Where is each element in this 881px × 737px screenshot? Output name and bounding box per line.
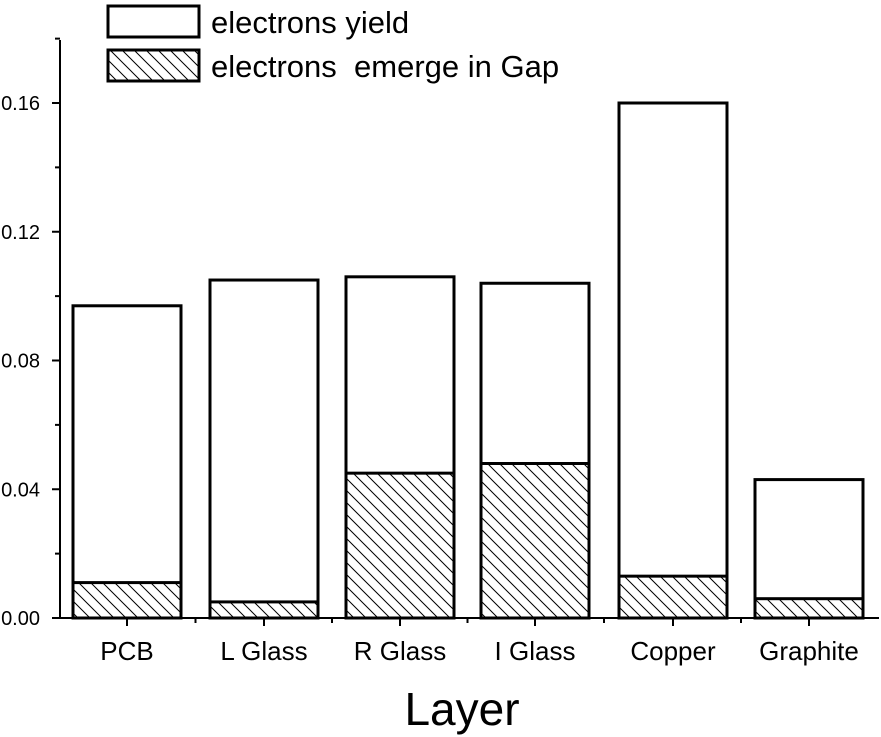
bar-electrons-emerge-graphite (753, 597, 865, 620)
legend-swatch-electrons-emerge (106, 48, 201, 83)
legend-label: electrons emerge in Gap (211, 49, 559, 84)
y-tick-label: 0.00 (1, 608, 40, 630)
y-tick-label: 0.04 (1, 479, 40, 501)
legend-swatch-electrons-yield (106, 4, 201, 39)
x-tick-label: I Glass (495, 636, 576, 666)
x-tick-label: PCB (100, 636, 153, 666)
bar-electrons-emerge-pcb (71, 581, 183, 620)
bar-electrons-yield-l-glass (208, 278, 320, 620)
x-axis-title: Layer (404, 683, 519, 735)
bar-electrons-emerge-r-glass (344, 471, 456, 620)
bar-electrons-emerge-copper (617, 574, 729, 620)
bar-electrons-yield-pcb (71, 304, 183, 620)
x-tick-label: Copper (630, 636, 716, 666)
bar-electrons-yield-copper (617, 101, 729, 620)
legend-label: electrons yield (211, 5, 409, 40)
y-tick-label: 0.08 (1, 351, 40, 373)
x-tick-label: R Glass (354, 636, 446, 666)
bar-electrons-emerge-l-glass (208, 600, 320, 620)
bar-electrons-emerge-i-glass (479, 462, 591, 620)
x-tick-label: Graphite (759, 636, 859, 666)
y-tick-label: 0.16 (1, 93, 40, 115)
y-tick-label: 0.12 (1, 222, 40, 244)
x-tick-label: L Glass (220, 636, 307, 666)
